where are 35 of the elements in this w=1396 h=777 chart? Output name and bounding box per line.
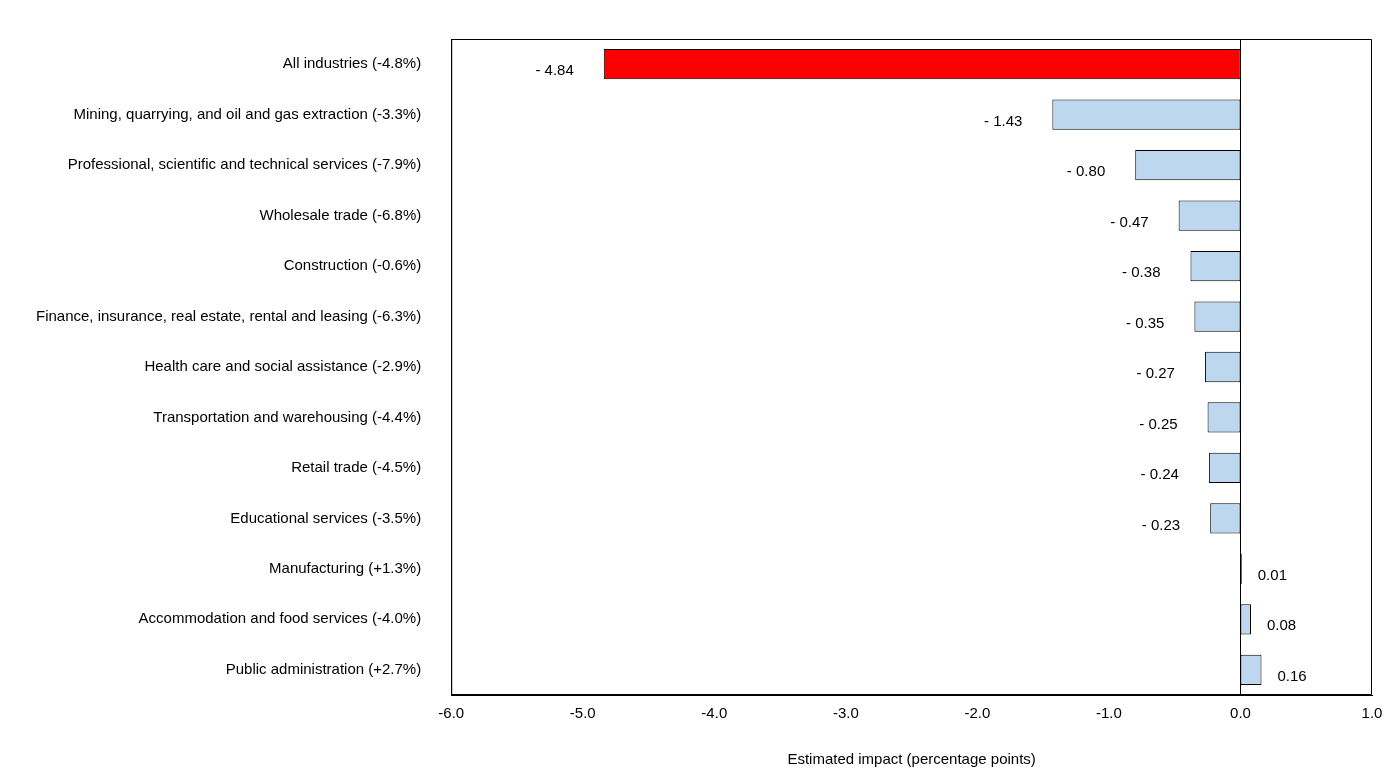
data-label: 0.01 <box>1257 565 1287 583</box>
y-tick-label: Retail trade (-4.5%) <box>291 458 422 476</box>
y-tick-label: Wholesale trade (-6.8%) <box>259 205 422 223</box>
x-axis-title: Estimated impact (percentage points) <box>787 750 1036 768</box>
x-tick-label: -5.0 <box>569 704 596 722</box>
y-tick-label: Manufacturing (+1.3%) <box>269 558 422 576</box>
y-tick-label: Mining, quarrying, and oil and gas extraction (-3.3%) <box>73 104 422 122</box>
y-tick-label: Health care and social assistance (-2.9%) <box>144 357 422 375</box>
y-tick-label: Public administration (+2.7%) <box>225 659 422 677</box>
data-label: - 0.47 <box>1110 212 1149 230</box>
x-tick-label: -3.0 <box>832 704 859 722</box>
data-label: - 0.25 <box>1139 414 1178 432</box>
y-tick-label: Professional, scientific and technical services (-7.9%) <box>67 155 422 173</box>
x-tick-label: -1.0 <box>1095 704 1122 722</box>
y-tick-label: Transportation and warehousing (-4.4%) <box>153 407 422 425</box>
data-label: - 0.27 <box>1136 364 1175 382</box>
data-label: 0.16 <box>1277 666 1307 684</box>
y-tick-label: Accommodation and food services (-4.0%) <box>138 609 422 627</box>
data-label: - 0.38 <box>1122 263 1161 281</box>
data-label: - 0.80 <box>1066 162 1106 180</box>
data-label: 0.08 <box>1266 616 1297 634</box>
x-tick-label: -2.0 <box>964 704 991 722</box>
y-tick-label: Finance, insurance, real estate, rental and leasing (-6.3%) <box>35 306 422 324</box>
data-label: - 0.35 <box>1126 313 1165 331</box>
y-tick-label: Educational services (-3.5%) <box>230 508 422 526</box>
y-tick-label: Construction (-0.6%) <box>283 256 422 274</box>
y-tick-label: All industries (-4.8%) <box>282 54 422 72</box>
x-tick-label: 0.0 <box>1230 704 1251 722</box>
x-tick-label: 1.0 <box>1361 704 1383 722</box>
data-label: - 0.23 <box>1141 515 1181 533</box>
data-label: - 1.43 <box>983 111 1023 129</box>
data-label: - 0.24 <box>1140 465 1179 483</box>
data-label: - 4.84 <box>535 61 574 79</box>
x-tick-label: -6.0 <box>438 704 465 722</box>
x-tick-label: -4.0 <box>701 704 728 722</box>
